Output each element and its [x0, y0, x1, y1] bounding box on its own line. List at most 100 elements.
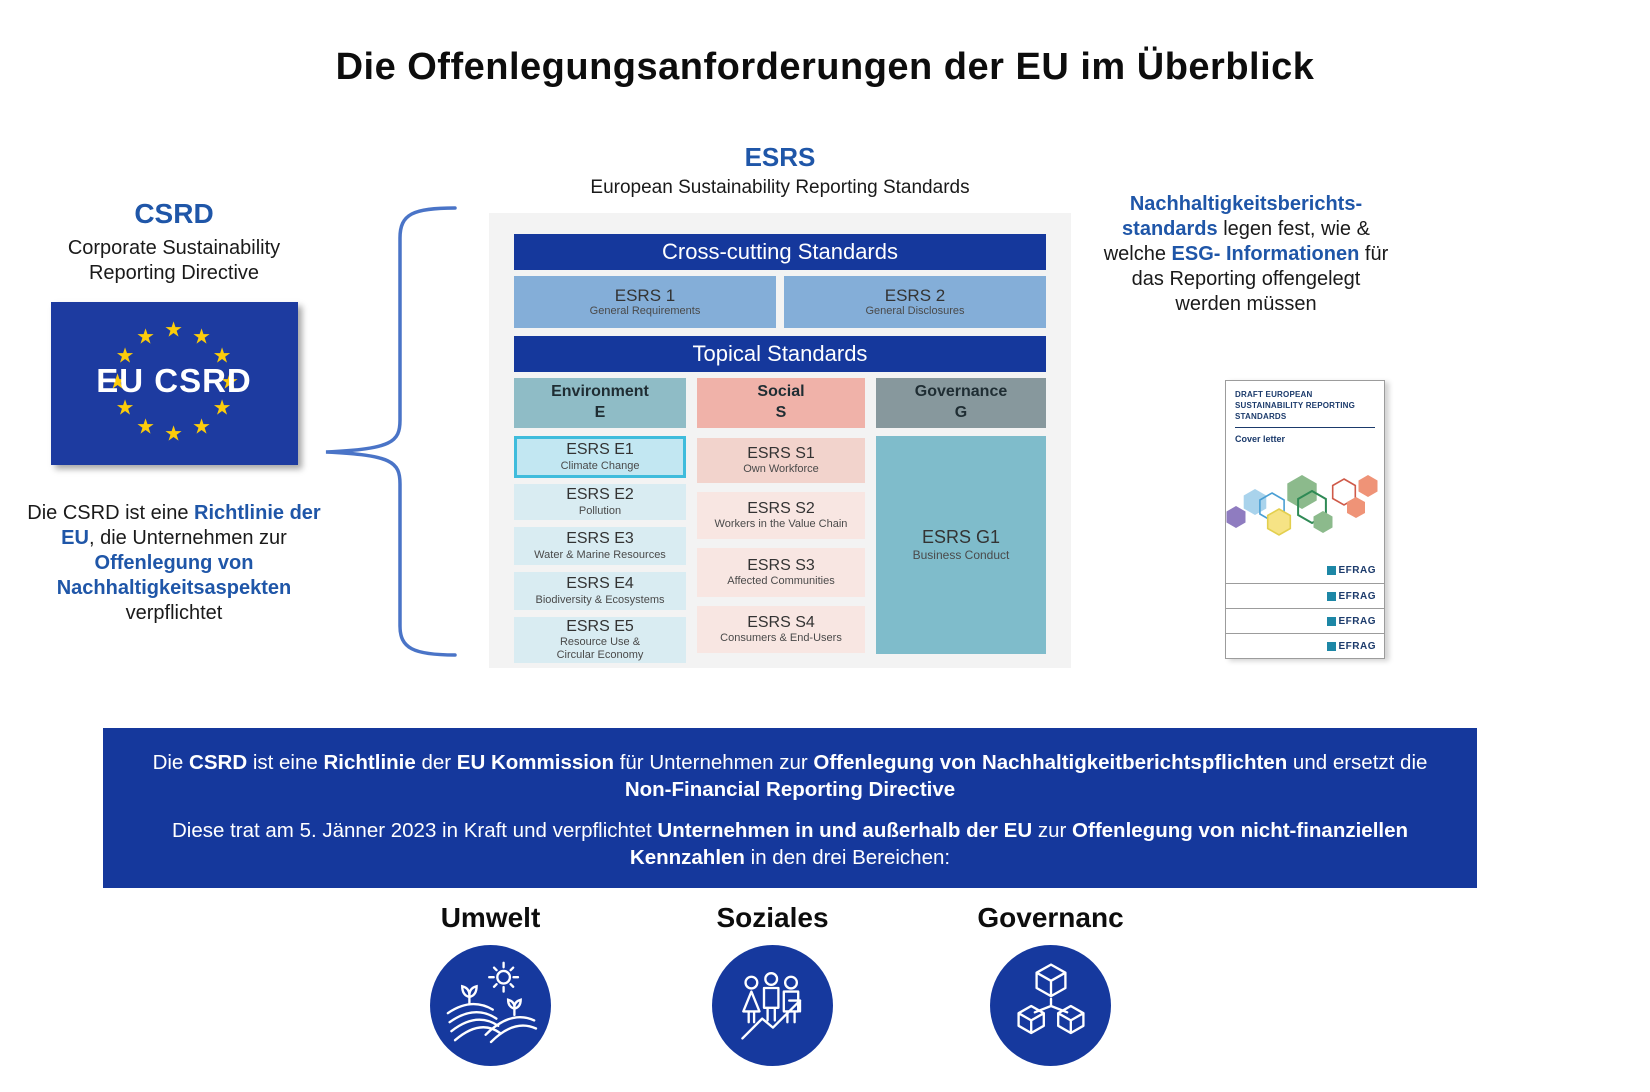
- efrag-document-image: DRAFT EUROPEAN SUSTAINABILITY REPORTING …: [1225, 380, 1385, 659]
- esrs-2-name: ESRS 2: [884, 285, 946, 305]
- hexagon-art-icon: [1226, 475, 1378, 536]
- efrag-logo: EFRAG: [1326, 591, 1377, 602]
- cell-name: ESRS S4: [747, 613, 815, 631]
- star-icon: ★: [136, 415, 155, 439]
- text-segment: und ersetzt die: [1287, 751, 1428, 774]
- text-segment: , die Unternehmen zur: [88, 527, 287, 549]
- cross-cutting-header: Cross-cutting Standards: [514, 234, 1046, 270]
- cell-esrs-s3: ESRS S3 Affected Communities: [697, 548, 865, 597]
- star-icon: ★: [212, 344, 232, 368]
- governance-column: Governance G ESRS G1 Business Conduct: [876, 378, 1046, 663]
- esrs-1-name: ESRS 1: [614, 285, 676, 305]
- efrag-logo: EFRAG: [1326, 565, 1377, 576]
- pillar-governance: Governanc: [958, 902, 1143, 1066]
- text-segment: ist eine: [247, 751, 324, 774]
- cell-desc: Biodiversity & Ecosystems: [535, 593, 665, 606]
- efrag-cover-page: DRAFT EUROPEAN SUSTAINABILITY REPORTING …: [1225, 380, 1385, 584]
- text-segment: für Unternehmen zur: [614, 751, 814, 774]
- star-icon: ★: [192, 415, 211, 439]
- efrag-logo-icon: [1326, 616, 1336, 626]
- topical-columns: Environment E ESRS E1 Climate Change ESR…: [514, 378, 1046, 663]
- environment-label: Environment: [551, 383, 649, 401]
- text-segment: ESG- Informationen: [1171, 243, 1360, 265]
- cell-name: ESRS S1: [747, 444, 815, 462]
- cell-name: ESRS S2: [747, 499, 815, 517]
- banner-paragraph-1: Die CSRD ist eine Richtlinie der EU Komm…: [141, 749, 1439, 803]
- social-header: Social S: [697, 378, 865, 428]
- text-segment: Richtlinie der EU: [61, 502, 321, 549]
- star-icon: ★: [136, 325, 155, 349]
- page-title: Die Offenlegungsanforderungen der EU im …: [335, 46, 1315, 88]
- text-segment: der: [415, 751, 457, 774]
- cell-name: ESRS G1: [921, 527, 1001, 548]
- efrag-logo-text: EFRAG: [1338, 615, 1376, 627]
- environment-column: Environment E ESRS E1 Climate Change ESR…: [514, 378, 686, 663]
- cell-esrs-e2: ESRS E2 Pollution: [514, 484, 686, 520]
- text-segment: Offenlegung von Nachhaltigkeitberichtspf…: [813, 751, 1288, 774]
- esrs-subheading: European Sustainability Reporting Standa…: [590, 177, 970, 198]
- pillar-umwelt: Umwelt: [398, 902, 583, 1066]
- eu-flag-image: ★ ★ ★ ★ ★ ★ ★ ★ ★ ★ ★ ★ EU CSRD: [50, 302, 298, 465]
- star-icon: ★: [108, 370, 127, 394]
- cell-name: ESRS E4: [566, 575, 634, 593]
- pillar-soziales-label: Soziales: [716, 902, 829, 933]
- esrs-2-box: ESRS 2 General Disclosures: [784, 276, 1046, 328]
- cell-desc: Pollution: [578, 504, 622, 517]
- efrag-stacked-page: EFRAG: [1225, 609, 1385, 634]
- efrag-logo: EFRAG: [1326, 615, 1377, 627]
- cell-desc: Business Conduct: [912, 548, 1010, 563]
- cell-esrs-e3: ESRS E3 Water & Marine Resources: [514, 527, 686, 565]
- cell-esrs-s4: ESRS S4 Consumers & End-Users: [697, 606, 865, 653]
- cell-esrs-e5: ESRS E5 Resource Use & Circular Economy: [514, 617, 686, 663]
- cell-esrs-e4: ESRS E4 Biodiversity & Ecosystems: [514, 572, 686, 610]
- efrag-logo: EFRAG: [1326, 641, 1377, 652]
- cell-desc: Resource Use & Circular Economy: [556, 636, 644, 662]
- star-icon: ★: [164, 318, 183, 342]
- people-growth-icon: [740, 971, 801, 1040]
- star-icon: ★: [115, 344, 135, 368]
- governance-header: Governance G: [876, 378, 1046, 428]
- text-segment: Nachhaltigkeitsberichts-standards: [1122, 193, 1363, 240]
- star-icon: ★: [212, 396, 232, 420]
- esrs-1-box: ESRS 1 General Requirements: [514, 276, 776, 328]
- text-segment: Die CSRD ist eine: [27, 502, 194, 524]
- csrd-subheading: Corporate Sustainability Reporting Direc…: [67, 237, 281, 284]
- cell-esrs-g1: ESRS G1 Business Conduct: [876, 436, 1046, 654]
- text-segment: zur: [1032, 819, 1073, 842]
- text-segment: für das Reporting offengelegt werden müs…: [1131, 243, 1389, 315]
- star-icon: ★: [192, 325, 211, 349]
- text-segment: legen fest, wie & welche: [1103, 218, 1370, 265]
- social-label: Social: [757, 383, 805, 401]
- text-segment: Offenlegung von nicht-finanziellen Kennz…: [629, 819, 1409, 869]
- text-segment: Unternehmen in und außerhalb der EU: [657, 819, 1033, 842]
- esrs-panel: Cross-cutting Standards ESRS 1 General R…: [489, 213, 1071, 668]
- cell-esrs-e1: ESRS E1 Climate Change: [514, 436, 686, 478]
- esrs-section: ESRS European Sustainability Reporting S…: [489, 142, 1071, 668]
- star-icon: ★: [220, 370, 239, 394]
- text-segment: EU Kommission: [456, 751, 614, 774]
- governance-circle: [990, 945, 1111, 1066]
- star-icon: ★: [164, 422, 183, 446]
- csrd-heading: CSRD: [134, 198, 214, 229]
- social-letter: S: [775, 404, 787, 421]
- esrs-heading: ESRS: [744, 142, 816, 172]
- text-segment: Richtlinie: [323, 751, 416, 774]
- esrs-2-desc: General Disclosures: [865, 305, 965, 318]
- environment-header: Environment E: [514, 378, 686, 428]
- efrag-logo-icon: [1326, 566, 1336, 575]
- csrd-banner: Die CSRD ist eine Richtlinie der EU Komm…: [103, 728, 1477, 888]
- cubes-network-icon: [1016, 962, 1085, 1034]
- standards-note: Nachhaltigkeitsberichts-standards legen …: [1098, 192, 1394, 317]
- governance-label: Governance: [914, 383, 1008, 401]
- social-circle: [712, 945, 833, 1066]
- banner-paragraph-2: Diese trat am 5. Jänner 2023 in Kraft un…: [141, 817, 1439, 871]
- cell-desc: Own Workforce: [743, 463, 819, 476]
- governance-letter: G: [954, 404, 968, 421]
- general-standards-row: ESRS 1 General Requirements ESRS 2 Gener…: [514, 276, 1046, 328]
- topical-standards-header: Topical Standards: [514, 336, 1046, 372]
- cell-desc: Consumers & End-Users: [720, 632, 842, 645]
- text-segment: verpflichtet: [125, 602, 223, 624]
- environment-letter: E: [594, 404, 606, 421]
- cell-name: ESRS E1: [566, 441, 634, 459]
